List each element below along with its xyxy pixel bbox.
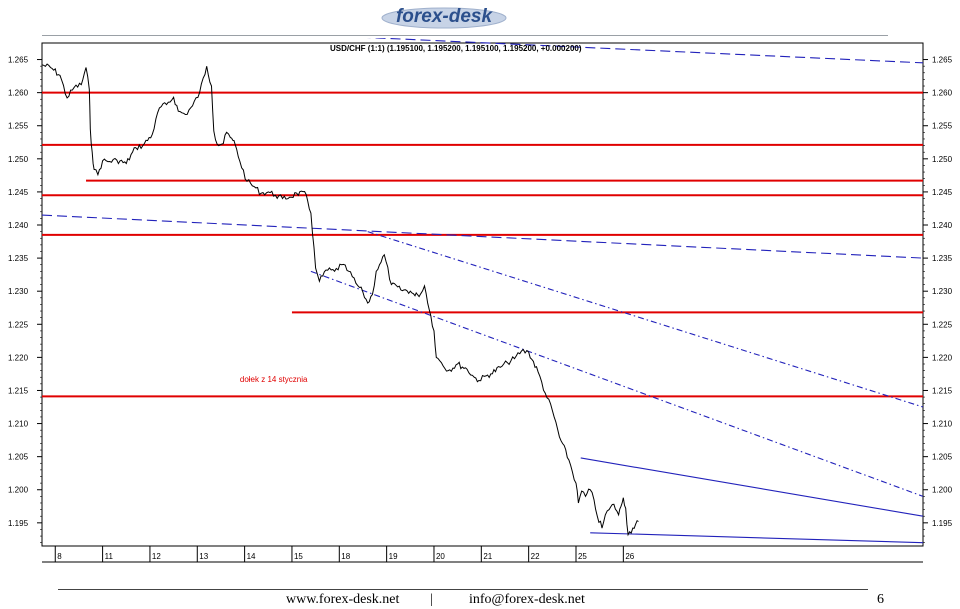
y-tick-label-left: 1.250 [8, 155, 29, 164]
usdchf-chart: 1.265 1.265 1.260 1.260 1.255 1.255 1.250 1.250… [0, 38, 960, 570]
y-tick-label-right: 1.220 [932, 353, 953, 362]
x-tick-label: 13 [199, 552, 208, 561]
y-tick-label-left: 1.265 [8, 56, 29, 65]
y-tick-label-right: 1.245 [932, 188, 953, 197]
y-tick-label-left: 1.245 [8, 188, 29, 197]
y-tick-label-left: 1.230 [8, 287, 29, 296]
y-tick-label-right: 1.250 [932, 155, 953, 164]
chart-title: USD/CHF (1:1) (1.195100, 1.195200, 1.195… [330, 44, 582, 53]
y-tick-label-right: 1.225 [932, 320, 953, 329]
y-tick-label-right: 1.215 [932, 386, 953, 395]
y-tick-label-right: 1.210 [932, 420, 953, 429]
footer-separator: | [430, 592, 433, 608]
x-tick-label: 22 [531, 552, 540, 561]
footer-divider [58, 589, 868, 590]
y-tick-label-right: 1.195 [932, 519, 953, 528]
x-tick-label: 25 [578, 552, 587, 561]
x-tick-label: 8 [57, 552, 62, 561]
x-tick-label: 14 [247, 552, 256, 561]
plot-frame [42, 43, 923, 546]
y-tick-label-right: 1.235 [932, 254, 953, 263]
y-tick-label-left: 1.240 [8, 221, 29, 230]
forex-desk-logo: forex-desk [378, 4, 510, 30]
header-divider [42, 35, 888, 36]
y-tick-label-left: 1.205 [8, 453, 29, 462]
page-number: 6 [877, 592, 884, 608]
y-tick-label-left: 1.200 [8, 486, 29, 495]
x-tick-label: 19 [389, 552, 398, 561]
y-tick-label-left: 1.225 [8, 320, 29, 329]
y-tick-label-left: 1.215 [8, 386, 29, 395]
y-tick-label-right: 1.205 [932, 453, 953, 462]
y-tick-label-left: 1.260 [8, 89, 29, 98]
y-tick-label-right: 1.255 [932, 122, 953, 131]
y-tick-label-left: 1.220 [8, 353, 29, 362]
y-tick-label-right: 1.240 [932, 221, 953, 230]
x-tick-label: 15 [294, 552, 303, 561]
y-tick-label-right: 1.200 [932, 486, 953, 495]
y-tick-label-right: 1.260 [932, 89, 953, 98]
y-tick-label-right: 1.265 [932, 56, 953, 65]
y-tick-label-left: 1.255 [8, 122, 29, 131]
x-tick-label: 20 [436, 552, 445, 561]
y-tick-label-right: 1.230 [932, 287, 953, 296]
x-tick-label: 18 [341, 552, 350, 561]
logo-text: forex-desk [378, 4, 510, 30]
y-tick-label-left: 1.195 [8, 519, 29, 528]
x-tick-label: 21 [483, 552, 492, 561]
footer-email[interactable]: info@forex-desk.net [469, 592, 585, 608]
x-tick-label: 11 [105, 552, 114, 561]
footer-website[interactable]: www.forex-desk.net [286, 592, 399, 608]
y-tick-label-left: 1.235 [8, 254, 29, 263]
annotation-label: dołek z 14 stycznia [240, 375, 308, 384]
x-tick-label: 12 [152, 552, 161, 561]
y-tick-label-left: 1.210 [8, 420, 29, 429]
x-tick-label: 26 [625, 552, 634, 561]
